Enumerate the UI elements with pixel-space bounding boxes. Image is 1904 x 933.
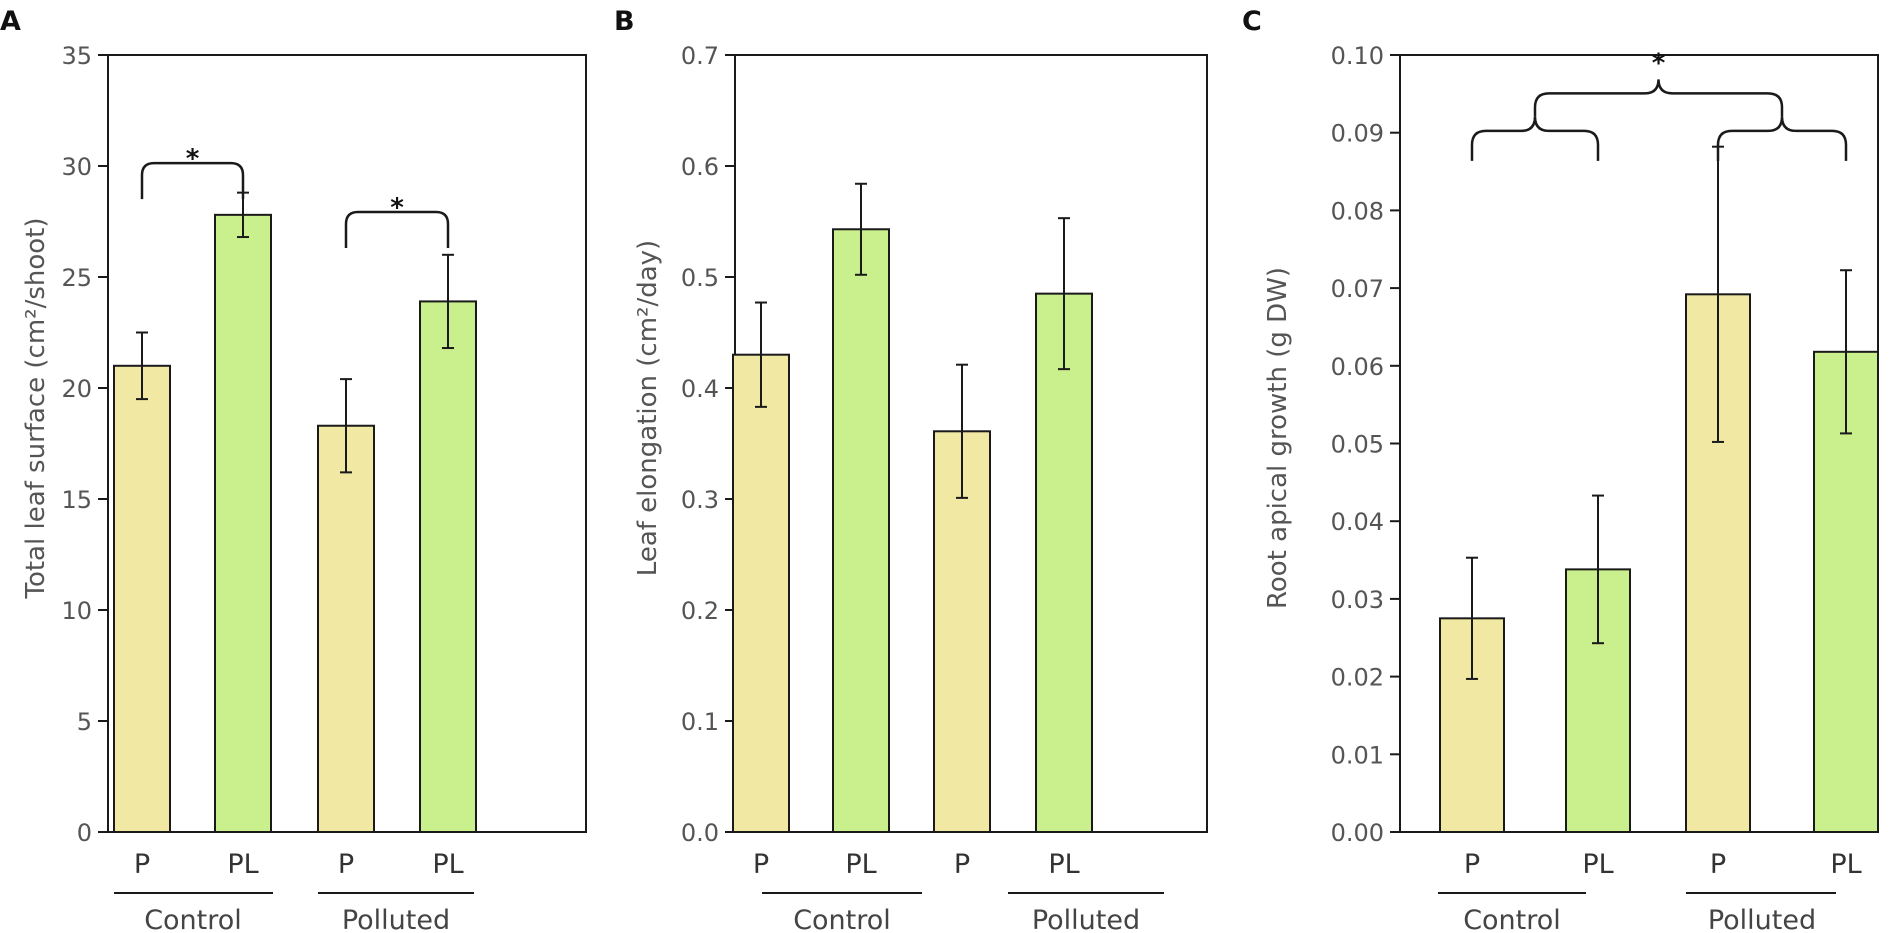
panel-a-y-axis-title: Total leaf surface (cm²/shoot) — [21, 217, 51, 599]
panel-c-bars — [1439, 145, 1879, 834]
category-label: PL — [432, 849, 463, 880]
panel-a: A Total leaf surface (cm²/shoot) 0 5 10 15 2… — [0, 6, 587, 933]
panel-c-groups: Control Polluted — [1438, 892, 1836, 933]
panel-a-categories: P PL P PL — [134, 849, 464, 880]
category-label: PL — [1830, 849, 1861, 880]
error-bar — [1058, 217, 1070, 371]
y-tick-label: 0.3 — [681, 486, 719, 514]
category-label: PL — [1048, 849, 1079, 880]
significance-star: * — [186, 144, 200, 174]
bar-p-control — [113, 364, 171, 833]
panel-b: B Leaf elongation (cm²/day) 0.0 0.1 0.2 0.3… — [614, 6, 1208, 933]
group-label: Polluted — [1708, 905, 1816, 933]
y-tick-label: 0.08 — [1331, 197, 1384, 225]
bar-pl-control — [214, 213, 272, 833]
y-tick-label: 0.04 — [1331, 508, 1384, 536]
significance-bracket-polluted — [1716, 116, 1848, 161]
category-label: PL — [1582, 849, 1613, 880]
panel-a-y-ticks: 0 5 10 15 20 25 30 35 — [61, 42, 108, 847]
bar-p-polluted — [317, 424, 375, 833]
error-bar — [755, 301, 767, 408]
panel-c-y-ticks: 0.00 0.01 0.02 0.03 0.04 0.05 0.06 0.07 0.08 0.09… — [1331, 42, 1400, 847]
panel-c-label: C — [1242, 6, 1262, 37]
y-tick-label: 5 — [77, 708, 92, 736]
y-tick-label: 0.6 — [681, 153, 719, 181]
group-label: Control — [793, 905, 891, 933]
y-tick-label: 35 — [61, 42, 92, 70]
significance-bracket — [344, 210, 450, 248]
category-label: P — [753, 849, 769, 880]
y-tick-label: 20 — [61, 375, 92, 403]
y-tick-label: 0.4 — [681, 375, 719, 403]
panel-b-categories: P PL P PL — [753, 849, 1080, 880]
panel-b-y-ticks: 0.0 0.1 0.2 0.3 0.4 0.5 0.6 0.7 — [681, 42, 735, 847]
group-label: Polluted — [342, 905, 450, 933]
panel-b-label: B — [614, 6, 635, 37]
panel-a-label: A — [0, 6, 21, 37]
error-bar — [855, 182, 867, 276]
bar-pl-control — [832, 228, 890, 833]
y-tick-label: 25 — [61, 264, 92, 292]
y-tick-label: 0.07 — [1331, 275, 1384, 303]
category-label: P — [1710, 849, 1726, 880]
category-label: PL — [845, 849, 876, 880]
panel-c-categories: P PL P PL — [1464, 849, 1862, 880]
category-label: PL — [227, 849, 258, 880]
panel-c-y-axis-title: Root apical growth (g DW) — [1263, 267, 1293, 609]
y-tick-label: 0.5 — [681, 264, 719, 292]
panel-c-significance: * — [1470, 48, 1848, 161]
y-tick-label: 0.7 — [681, 42, 719, 70]
y-tick-label: 0.03 — [1331, 586, 1384, 614]
y-tick-label: 10 — [61, 597, 92, 625]
y-tick-label: 15 — [61, 486, 92, 514]
significance-star: * — [390, 193, 404, 223]
category-label: P — [338, 849, 354, 880]
significance-bracket-groups — [1533, 79, 1784, 117]
error-bar — [136, 331, 148, 401]
category-label: P — [134, 849, 150, 880]
bar-pl-polluted — [419, 300, 477, 834]
error-bar — [956, 363, 968, 499]
error-bar — [1466, 556, 1478, 680]
category-label: P — [954, 849, 970, 880]
error-bar — [1592, 494, 1604, 645]
bar-pl-polluted — [1035, 292, 1093, 833]
y-tick-label: 0.01 — [1331, 741, 1384, 769]
y-tick-label: 0.00 — [1331, 819, 1384, 847]
panel-a-bars — [113, 191, 477, 834]
panel-c: C Root apical growth (g DW) 0.00 0.01 0.02… — [1242, 6, 1879, 933]
error-bar — [442, 253, 454, 350]
y-tick-label: 0.2 — [681, 597, 719, 625]
error-bar — [1840, 269, 1852, 435]
panel-b-groups: Control Polluted — [762, 892, 1164, 933]
y-tick-label: 0.09 — [1331, 120, 1384, 148]
panel-a-groups: Control Polluted — [114, 892, 474, 933]
y-tick-label: 0.06 — [1331, 353, 1384, 381]
y-tick-label: 0 — [77, 819, 92, 847]
panel-b-y-axis-title: Leaf elongation (cm²/day) — [633, 240, 663, 576]
group-label: Control — [1463, 905, 1561, 933]
group-label: Control — [144, 905, 242, 933]
y-tick-label: 0.0 — [681, 819, 719, 847]
significance-bracket-control — [1470, 116, 1600, 161]
y-tick-label: 0.10 — [1331, 42, 1384, 70]
y-tick-label: 0.05 — [1331, 431, 1384, 459]
category-label: P — [1464, 849, 1480, 880]
significance-star: * — [1652, 48, 1666, 78]
y-tick-label: 30 — [61, 153, 92, 181]
panel-a-significance: ** — [140, 144, 450, 248]
significance-bracket — [140, 161, 245, 200]
y-tick-label: 0.1 — [681, 708, 719, 736]
panel-b-bars — [732, 182, 1093, 833]
bar-p-control — [732, 353, 790, 833]
y-tick-label: 0.02 — [1331, 664, 1384, 692]
error-bar — [340, 378, 352, 474]
group-label: Polluted — [1032, 905, 1140, 933]
